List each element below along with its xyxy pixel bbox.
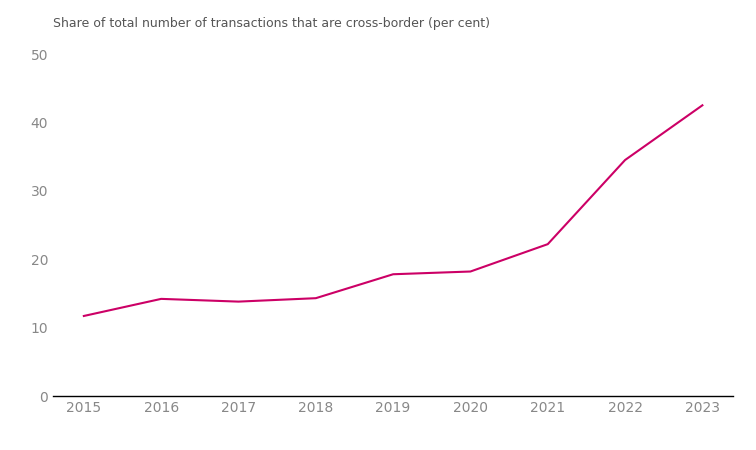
Text: Share of total number of transactions that are cross-border (per cent): Share of total number of transactions th… (53, 17, 490, 30)
